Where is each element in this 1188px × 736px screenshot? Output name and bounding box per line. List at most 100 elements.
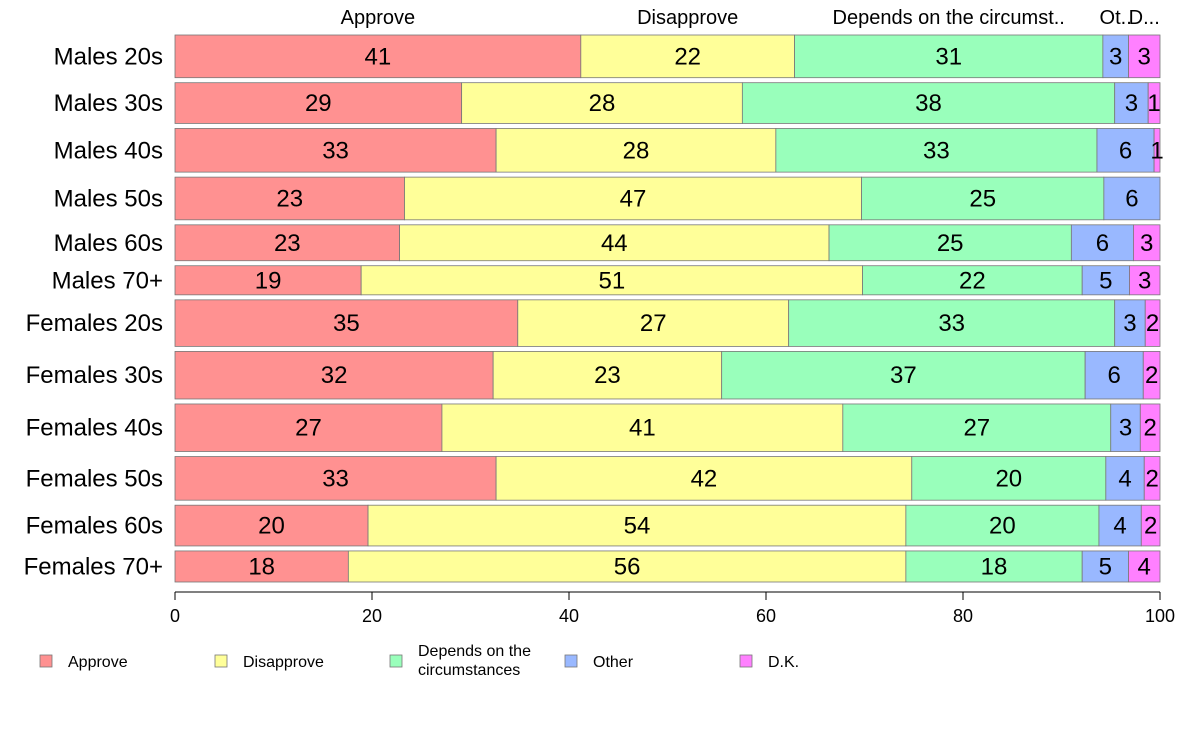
data-label: 4 (1138, 553, 1151, 580)
bar-females-50s-other (1105, 456, 1145, 501)
category-label: Males 70+ (52, 267, 163, 294)
bar-females-60s-depends-on-the-circumstances (905, 504, 1100, 547)
bar-females-60s-d-k (1140, 504, 1161, 547)
bar-females-40s-approve (174, 403, 443, 452)
bar-females-40s-d-k (1139, 403, 1161, 452)
legend-label: Depends on the (418, 643, 531, 660)
data-label: 6 (1096, 230, 1109, 257)
data-label: 56 (614, 553, 641, 580)
data-label: 3 (1138, 43, 1151, 70)
bar-females-30s-d-k (1142, 351, 1161, 400)
bar-males-50s-depends-on-the-circumstances (861, 176, 1105, 221)
bar-females-70-disapprove (347, 550, 907, 583)
bar-males-40s-d-k (1153, 128, 1161, 173)
data-label: 37 (890, 362, 917, 389)
data-label: 42 (691, 465, 718, 492)
data-label: 27 (640, 310, 667, 337)
category-label: Males 40s (54, 137, 163, 164)
category-label: Males 30s (54, 90, 163, 117)
data-label: 2 (1146, 310, 1159, 337)
data-label: 51 (598, 267, 625, 294)
data-label: 2 (1145, 465, 1158, 492)
data-label: 19 (255, 267, 282, 294)
x-tick-label: 100 (1145, 606, 1175, 626)
bar-females-20s-disapprove (517, 299, 790, 347)
legend-swatch (739, 654, 753, 668)
data-label: 28 (589, 90, 616, 117)
data-label: 25 (969, 185, 996, 212)
data-label: 5 (1099, 267, 1112, 294)
data-label: 23 (274, 230, 301, 257)
data-label: 33 (322, 137, 349, 164)
data-label: 6 (1125, 185, 1138, 212)
x-tick-label: 40 (559, 606, 579, 626)
bar-females-40s-depends-on-the-circumstances (842, 403, 1112, 452)
data-label: 22 (674, 43, 701, 70)
category-label: Females 40s (26, 415, 163, 442)
data-label: 41 (629, 415, 656, 442)
bar-females-30s-approve (174, 351, 494, 400)
legend-label: D.K. (768, 654, 799, 671)
category-label: Females 70+ (24, 553, 163, 580)
data-label: 31 (935, 43, 962, 70)
bar-males-50s-approve (174, 176, 405, 221)
data-label: 1 (1147, 90, 1160, 117)
data-label: 20 (258, 513, 285, 540)
bar-males-30s-disapprove (461, 82, 743, 124)
data-label: 25 (937, 230, 964, 257)
bar-males-40s-approve (174, 128, 497, 173)
bar-females-50s-d-k (1143, 456, 1161, 501)
legend-label: circumstances (418, 662, 520, 679)
bar-females-70-other (1081, 550, 1129, 583)
bar-females-60s-other (1098, 504, 1142, 547)
bar-males-50s-other (1103, 176, 1161, 221)
column-header: Depends on the circumst.. (833, 7, 1065, 29)
data-label: 18 (248, 553, 275, 580)
bar-males-60s-approve (174, 224, 400, 262)
data-label: 27 (963, 415, 990, 442)
bar-males-50s-disapprove (404, 176, 862, 221)
data-label: 33 (923, 137, 950, 164)
bar-females-70-d-k (1128, 550, 1161, 583)
bar-males-70-other (1081, 265, 1130, 296)
data-label: 4 (1118, 465, 1131, 492)
category-label: Females 20s (26, 310, 163, 337)
legend-label: Approve (68, 654, 128, 671)
data-label: 27 (295, 415, 322, 442)
data-label: 33 (938, 310, 965, 337)
data-label: 47 (620, 185, 647, 212)
data-label: 3 (1119, 415, 1132, 442)
bar-females-50s-disapprove (495, 456, 913, 501)
bar-females-20s-other (1114, 299, 1146, 347)
column-header: Ot.. (1100, 7, 1132, 29)
data-label: 28 (623, 137, 650, 164)
data-label: 5 (1099, 553, 1112, 580)
bar-females-70-approve (174, 550, 349, 583)
bar-males-60s-depends-on-the-circumstances (828, 224, 1072, 262)
data-label: 23 (276, 185, 303, 212)
data-label: 3 (1140, 230, 1153, 257)
bar-females-30s-other (1084, 351, 1144, 400)
bar-males-40s-disapprove (495, 128, 777, 173)
column-header: Approve (341, 7, 416, 29)
bar-females-20s-approve (174, 299, 519, 347)
data-label: 20 (995, 465, 1022, 492)
bar-males-30s-approve (174, 82, 463, 124)
bar-males-40s-depends-on-the-circumstances (775, 128, 1098, 173)
category-label: Females 30s (26, 362, 163, 389)
bar-males-30s-d-k (1147, 82, 1161, 124)
data-label: 35 (333, 310, 360, 337)
legend-swatch (39, 654, 53, 668)
data-label: 1 (1150, 137, 1163, 164)
legend-swatch (564, 654, 578, 668)
bar-females-50s-depends-on-the-circumstances (911, 456, 1107, 501)
data-label: 2 (1144, 513, 1157, 540)
bar-males-20s-d-k (1128, 34, 1161, 79)
data-label: 33 (322, 465, 349, 492)
category-label: Males 60s (54, 230, 163, 257)
data-label: 2 (1145, 362, 1158, 389)
data-label: 54 (624, 513, 651, 540)
category-label: Males 50s (54, 185, 163, 212)
legend-label: Disapprove (243, 654, 324, 671)
x-tick-label: 80 (953, 606, 973, 626)
